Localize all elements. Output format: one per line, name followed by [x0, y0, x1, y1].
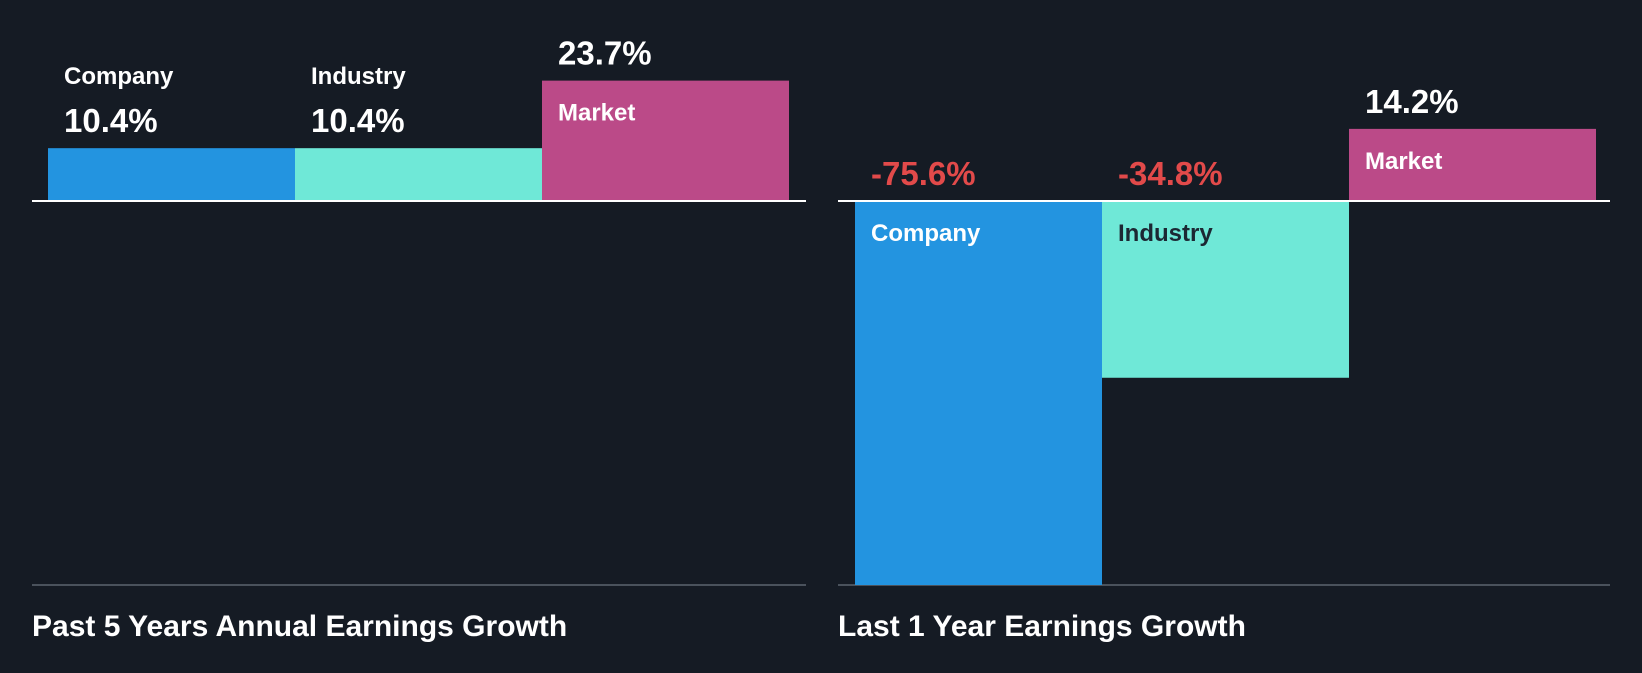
last-1y-chart-title: Last 1 Year Earnings Growth: [838, 610, 1246, 643]
last-1y-company-value-label: -75.6%: [871, 155, 976, 192]
last-1y-market-value-label: 14.2%: [1365, 83, 1459, 120]
past-5-years-panel: Company 10.4% Industry 10.4% Market 23.7% Past…: [32, 35, 806, 643]
past-5y-chart-title: Past 5 Years Annual Earnings Growth: [32, 610, 567, 643]
past-5y-company-category-label: Company: [64, 63, 174, 90]
past-5y-market-bar: [542, 80, 789, 201]
past-5y-company-value-label: 10.4%: [64, 102, 158, 139]
last-1y-market-bar: [1349, 128, 1596, 201]
last-1y-industry-category-label: Industry: [1118, 220, 1213, 247]
past-5y-company-bar: [48, 148, 295, 201]
last-1y-industry-value-label: -34.8%: [1118, 155, 1223, 192]
past-5y-industry-bar: [295, 148, 542, 201]
last-1y-industry-bar: [1102, 201, 1349, 378]
past-5y-industry-value-label: 10.4%: [311, 102, 405, 139]
last-1y-market-category-label: Market: [1365, 148, 1442, 175]
past-5y-industry-category-label: Industry: [311, 63, 406, 90]
last-1y-company-category-label: Company: [871, 220, 981, 247]
past-5y-market-category-label: Market: [558, 100, 635, 127]
past-5y-market-value-label: 23.7%: [558, 35, 652, 72]
last-1y-company-bar: [855, 201, 1102, 585]
last-1-year-panel: Company -75.6% Industry -34.8% Market 14.2% La…: [838, 83, 1610, 643]
